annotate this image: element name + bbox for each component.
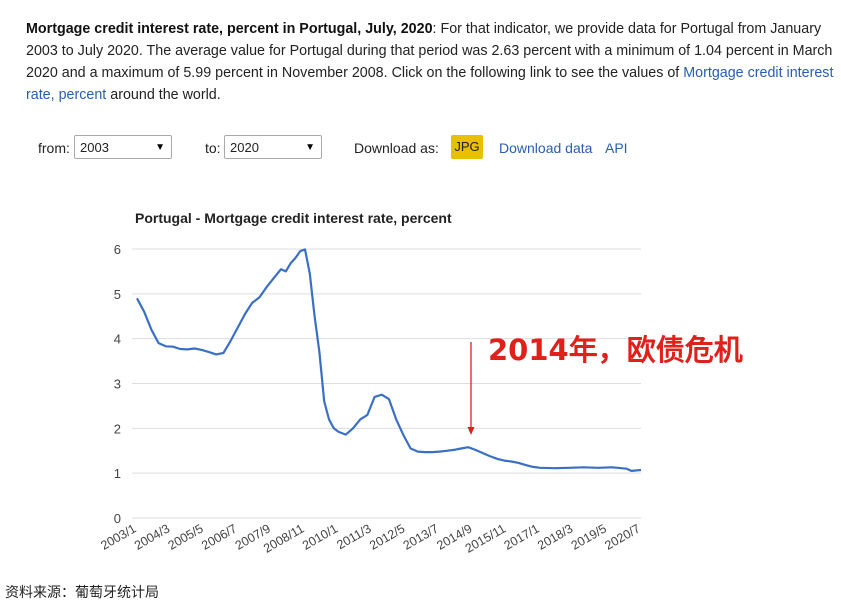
to-dropdown-arrow-icon: ▼: [305, 142, 315, 153]
x-tick-label: 2004/3: [132, 521, 172, 552]
download-data-link[interactable]: Download data: [499, 140, 593, 156]
intro-tail: around the world.: [106, 87, 221, 103]
indicator-link[interactable]: Mortgage credit interest rate, percent: [26, 65, 834, 103]
x-tick-label: 2010/1: [300, 521, 340, 552]
download-label: Download as:: [354, 140, 439, 156]
y-tick-label: 5: [114, 287, 121, 302]
x-tick-label: 2003/1: [98, 521, 138, 552]
series-line: [136, 248, 642, 472]
x-tick-label: 2017/1: [502, 521, 542, 552]
y-axis-ticks: 0 1 2 3 4 5 6: [114, 242, 121, 526]
x-tick-label: 2018/3: [535, 521, 575, 552]
from-dropdown-arrow-icon: ▼: [155, 142, 165, 153]
intro-paragraph: Mortgage credit interest rate, percent i…: [26, 18, 834, 106]
y-tick-label: 1: [114, 466, 121, 481]
x-tick-label: 2011/3: [334, 521, 373, 552]
x-tick-label: 2019/5: [569, 521, 609, 552]
from-select[interactable]: 2003 ▼: [74, 135, 172, 159]
chart-title: Portugal - Mortgage credit interest rate…: [135, 210, 452, 226]
y-tick-label: 3: [114, 377, 121, 392]
x-tick-label: 2005/5: [166, 521, 206, 552]
grid-lines: [132, 248, 641, 519]
source-note: 资料来源：葡萄牙统计局: [5, 585, 159, 601]
jpg-download-button[interactable]: JPG: [451, 135, 483, 159]
to-label: to:: [205, 140, 221, 156]
y-tick-label: 0: [114, 511, 121, 526]
from-select-value: 2003: [80, 140, 109, 155]
y-tick-label: 2: [114, 421, 121, 436]
x-tick-label: 2020/7: [602, 521, 642, 552]
y-tick-label: 4: [114, 332, 121, 347]
x-tick-label: 2006/7: [199, 521, 239, 552]
intro-title: Mortgage credit interest rate, percent i…: [26, 21, 433, 37]
to-select-value: 2020: [230, 140, 259, 155]
y-tick-label: 6: [114, 242, 121, 257]
x-tick-label: 2013/7: [401, 521, 441, 552]
to-select[interactable]: 2020 ▼: [224, 135, 322, 159]
annotation-arrow-head-icon: [467, 427, 475, 435]
x-axis-ticks: 2003/12004/32005/52006/72007/92008/11201…: [98, 521, 642, 555]
controls-bar: from: 2003 ▼ to: 2020 ▼ Download as: JPG…: [38, 135, 658, 163]
from-label: from:: [38, 140, 70, 156]
x-tick-label: 2012/5: [367, 521, 407, 552]
annotation-label: 2014年，欧债危机: [488, 333, 743, 367]
api-link[interactable]: API: [605, 140, 628, 156]
intro-body: : For that indicator, we provide data fo…: [26, 21, 833, 81]
